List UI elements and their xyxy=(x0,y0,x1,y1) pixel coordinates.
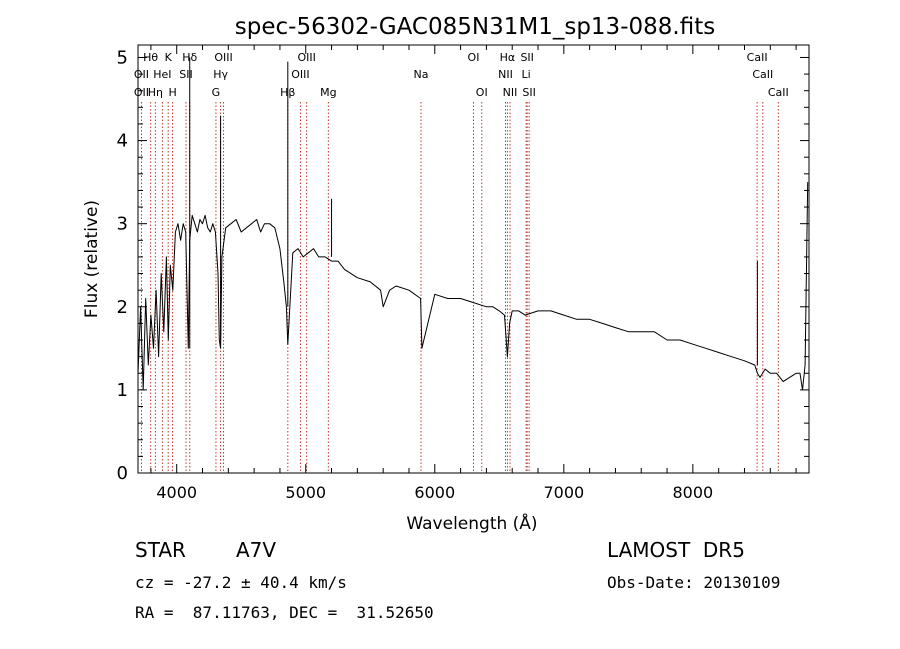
spectral-line-label: NII xyxy=(503,86,518,99)
spectral-line-label: SII xyxy=(179,68,192,81)
spectral-line-label: Na xyxy=(413,68,428,81)
spectrum-data xyxy=(137,57,809,391)
y-tick-label: 3 xyxy=(117,214,128,235)
spectral-line-label: H xyxy=(168,86,176,99)
spectral-subclass: A7V xyxy=(236,538,277,562)
x-tick-label: 6000 xyxy=(414,483,455,502)
y-tick-label: 1 xyxy=(117,380,128,401)
spectral-line-label: CaII xyxy=(752,68,773,81)
spectral-line-label: OIII xyxy=(297,51,315,64)
x-tick-label: 7000 xyxy=(543,483,584,502)
spectral-line-label: Hη xyxy=(148,86,163,99)
spectral-line-label: SII xyxy=(522,86,535,99)
survey-name: LAMOST DR5 xyxy=(607,538,745,562)
spectral-line-label: NII xyxy=(498,68,513,81)
y-tick-label: 0 xyxy=(117,463,128,484)
spectral-line-label: OI xyxy=(476,86,488,99)
axes: 4000 5000 6000 7000 8000 0 1 2 3 4 5 xyxy=(117,45,809,502)
spectral-line-label: Li xyxy=(522,68,531,81)
y-tick-label: 4 xyxy=(117,131,128,152)
spectral-line-label: Hα xyxy=(500,51,516,64)
spectral-line-label: OI xyxy=(468,51,480,64)
spectral-line-label: HeI xyxy=(153,68,171,81)
plot-frame xyxy=(137,44,810,474)
spectral-line-label: Mg xyxy=(320,86,336,99)
spectral-line-label: CaII xyxy=(747,51,768,64)
object-class: STAR xyxy=(135,538,186,562)
spectral-line-label: CaII xyxy=(768,86,789,99)
observation-date: Obs-Date: 20130109 xyxy=(607,573,781,592)
spectral-line-label: OIII xyxy=(291,68,309,81)
spectral-line-label: OII xyxy=(134,86,149,99)
spectral-line-label: K xyxy=(165,51,173,64)
coordinates-readout: RA = 87.11763, DEC = 31.52650 xyxy=(135,603,434,622)
x-tick-label: 4000 xyxy=(156,483,197,502)
spectral-line-label: Hθ xyxy=(143,51,158,64)
y-axis-label: Flux (relative) xyxy=(82,200,102,318)
spectral-line-label: G xyxy=(212,86,221,99)
y-tick-label: 2 xyxy=(117,297,128,318)
spectrum-line-series xyxy=(137,182,809,391)
spectral-line-label: SII xyxy=(520,51,533,64)
x-tick-label: 8000 xyxy=(673,483,714,502)
redshift-readout: cz = -27.2 ± 40.4 km/s xyxy=(135,573,347,592)
chart-title: spec-56302-GAC085N31M1_sp13-088.fits xyxy=(235,14,715,40)
y-tick-label: 5 xyxy=(117,47,128,68)
spectral-line-label: OIII xyxy=(214,51,232,64)
x-tick-label: 5000 xyxy=(285,483,326,502)
spectral-line-label: Hγ xyxy=(213,68,228,81)
x-axis-label: Wavelength (Å) xyxy=(406,512,537,534)
